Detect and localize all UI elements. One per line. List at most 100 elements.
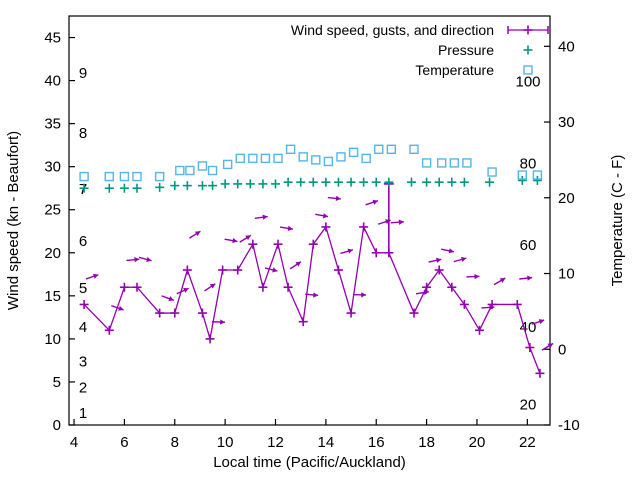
- temperature-point: [185, 165, 195, 176]
- bottom-tick-label: 20: [469, 434, 486, 451]
- wind-direction-arrowhead: [385, 219, 391, 225]
- beaufort-label: 4: [79, 319, 87, 336]
- temperature-point: [260, 153, 271, 164]
- wind-direction-arrowhead: [372, 199, 378, 205]
- wind-direction-arrowhead: [448, 248, 454, 254]
- fahrenheit-label: 100: [515, 74, 540, 91]
- right-tick-label: 20: [558, 190, 575, 207]
- bottom-tick-label: 18: [418, 434, 435, 451]
- temperature-point: [207, 165, 218, 176]
- temperature-point: [462, 158, 472, 168]
- wind-direction-arrowhead: [347, 248, 353, 254]
- temperature-point: [336, 152, 346, 162]
- beaufort-label: 2: [79, 379, 87, 396]
- fahrenheit-label: 80: [520, 155, 537, 172]
- wind-direction-arrowhead: [313, 292, 319, 298]
- wind-direction-arrowhead: [436, 257, 442, 263]
- left-tick-label: 30: [44, 159, 61, 176]
- temperature-point: [175, 165, 185, 176]
- wind-direction-arrowhead: [220, 319, 226, 325]
- wind-direction-arrowhead: [322, 213, 329, 219]
- wind-direction-arrowhead: [118, 305, 124, 311]
- wind-direction-arrowhead: [499, 278, 506, 283]
- wind-direction-arrowhead: [474, 273, 480, 280]
- beaufort-label: 5: [79, 280, 87, 297]
- temperature-point: [437, 158, 447, 168]
- temperature-point: [298, 152, 308, 162]
- beaufort-label: 6: [79, 233, 87, 250]
- wind-direction-arrowhead: [335, 195, 341, 202]
- temperature-point: [386, 144, 397, 155]
- wind-direction-arrowhead: [489, 304, 495, 311]
- beaufort-label: 9: [79, 65, 87, 82]
- y-axis-title: Wind speed (kn - Beaufort): [5, 131, 22, 310]
- wind-direction-arrowhead: [93, 273, 99, 279]
- left-tick-label: 0: [53, 417, 61, 434]
- wind-direction-arrowhead: [262, 214, 268, 220]
- beaufort-label: 1: [79, 405, 87, 422]
- bottom-tick-label: 12: [267, 434, 284, 451]
- bottom-tick-label: 16: [368, 434, 385, 451]
- wind-direction-arrowhead: [361, 292, 367, 298]
- temperature-point: [132, 171, 142, 182]
- fahrenheit-label: 40: [520, 319, 537, 336]
- bottom-tick-label: 4: [70, 434, 78, 451]
- temperature-point: [409, 144, 419, 155]
- wind-speed-line: [83, 224, 541, 374]
- temperature-point: [348, 147, 359, 158]
- right-tick-label: 10: [558, 266, 575, 283]
- temperature-point: [361, 153, 371, 164]
- temperature-point: [323, 156, 334, 167]
- left-tick-label: 35: [44, 116, 61, 133]
- beaufort-label: 3: [79, 353, 87, 370]
- temperature-point: [235, 153, 245, 164]
- wind-direction-arrowhead: [423, 289, 429, 296]
- temperature-point: [532, 170, 543, 180]
- right-tick-label: 0: [558, 341, 566, 358]
- temperature-point: [248, 153, 258, 164]
- fahrenheit-label: 20: [520, 396, 537, 413]
- left-tick-label: 45: [44, 30, 61, 47]
- temperature-point: [311, 155, 321, 165]
- legend-label: Wind speed, gusts, and direction: [291, 22, 494, 38]
- wind-direction-arrowhead: [194, 231, 201, 237]
- left-tick-label: 5: [53, 374, 61, 391]
- temperature-point: [421, 158, 432, 168]
- temperature-point: [154, 171, 165, 182]
- y2-axis-title: Temperature (C - F): [609, 155, 626, 287]
- wind-direction-arrowhead: [547, 343, 554, 349]
- legend-label: Temperature: [415, 62, 494, 78]
- wind-direction-arrowhead: [398, 219, 404, 225]
- left-tick-label: 10: [44, 331, 61, 348]
- wind-direction-arrowhead: [295, 261, 301, 267]
- beaufort-label: 7: [79, 181, 87, 198]
- wind-direction-arrowhead: [538, 319, 545, 325]
- wind-direction-arrowhead: [168, 296, 174, 302]
- temperature-point: [104, 171, 114, 182]
- x-axis-title: Local time (Pacific/Auckland): [213, 454, 406, 471]
- wind-direction-arrowhead: [527, 275, 533, 281]
- bottom-tick-label: 6: [120, 434, 128, 451]
- temperature-point: [285, 144, 296, 155]
- fahrenheit-label: 60: [520, 237, 537, 254]
- temperature-point: [487, 167, 497, 177]
- bottom-tick-label: 22: [519, 434, 536, 451]
- wind-direction-arrowhead: [460, 256, 467, 262]
- wind-direction-arrowhead: [245, 235, 251, 241]
- temperature-point: [79, 171, 89, 182]
- left-tick-label: 25: [44, 202, 61, 219]
- right-tick-label: 30: [558, 114, 575, 131]
- left-tick-label: 40: [44, 73, 61, 90]
- wind-direction-arrowhead: [134, 257, 140, 263]
- wind-direction-arrowhead: [232, 237, 238, 244]
- left-tick-label: 15: [44, 288, 61, 305]
- temperature-point: [273, 153, 283, 164]
- temperature-point: [374, 144, 384, 155]
- wind-direction-arrowhead: [209, 283, 216, 289]
- right-tick-label: -10: [558, 417, 580, 434]
- left-tick-label: 20: [44, 245, 61, 262]
- temperature-point: [119, 171, 130, 182]
- bottom-tick-label: 8: [171, 434, 179, 451]
